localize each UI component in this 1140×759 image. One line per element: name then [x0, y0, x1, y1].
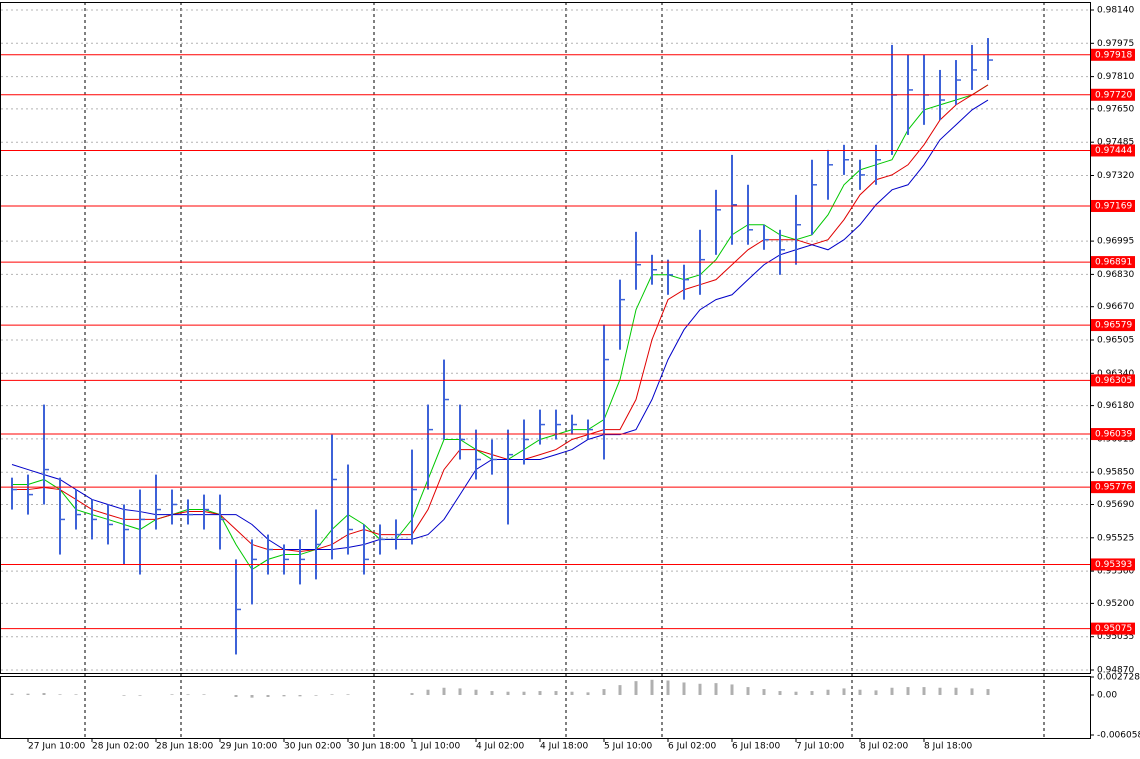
y-tick-label: 0.95850 [1097, 468, 1134, 478]
x-tick-label: 8 Jul 02:00 [860, 742, 909, 752]
y-tick-label: 0.95525 [1097, 533, 1134, 543]
y-tick-label: 0.96670 [1097, 302, 1134, 312]
x-tick-label: 4 Jul 18:00 [540, 742, 589, 752]
y-tick-label: 0.97320 [1097, 171, 1134, 181]
level-label: 0.96039 [1095, 430, 1132, 440]
level-label-box [1091, 428, 1135, 441]
y-tick-label: 0.95200 [1097, 599, 1134, 609]
x-tick-label: 1 Jul 10:00 [412, 742, 461, 752]
y-tick-label: 0.96995 [1097, 237, 1134, 247]
price-panel-frame [0, 2, 1091, 674]
x-tick-label: 30 Jun 02:00 [284, 742, 341, 752]
indicator-panel-frame [0, 676, 1091, 739]
level-label: 0.96305 [1095, 376, 1132, 386]
y-tick-label: 0.97650 [1097, 104, 1134, 114]
x-tick-label: 27 Jun 10:00 [28, 742, 85, 752]
x-tick-label: 5 Jul 10:00 [604, 742, 653, 752]
y-tick-label: 0.96830 [1097, 270, 1134, 280]
y-tick-label: 0.97810 [1097, 72, 1134, 82]
level-label-box [1091, 374, 1135, 387]
y-tick-label: 0.96505 [1097, 336, 1134, 346]
y-tick-label: -0.006058 [1097, 731, 1140, 741]
level-label-box [1091, 144, 1135, 157]
x-tick-label: 4 Jul 02:00 [476, 742, 525, 752]
y-tick-label: 0.97485 [1097, 138, 1134, 148]
y-tick-label: 0.95690 [1097, 500, 1134, 510]
y-tick-label: 0.96340 [1097, 369, 1134, 379]
level-label-box [1091, 558, 1135, 571]
y-tick-label: 0.95360 [1097, 567, 1134, 577]
level-label: 0.95393 [1095, 560, 1132, 570]
y-tick-label: 0.002728 [1097, 673, 1140, 683]
level-label-box [1091, 256, 1135, 269]
x-tick-label: 28 Jun 18:00 [156, 742, 213, 752]
level-label-box [1091, 199, 1135, 212]
y-tick-label: 0.94870 [1097, 666, 1134, 676]
x-tick-label: 30 Jun 18:00 [348, 742, 405, 752]
x-tick-label: 6 Jul 18:00 [732, 742, 781, 752]
y-tick-label: 0.97975 [1097, 39, 1134, 49]
moving-average [11, 99, 989, 551]
moving-average [12, 84, 989, 553]
day-separators [84, 2, 1045, 738]
level-label-box [1091, 88, 1135, 101]
level-label: 0.96891 [1095, 258, 1132, 268]
y-tick-label: 0.95035 [1097, 632, 1134, 642]
level-label-box [1091, 481, 1135, 494]
level-label-box [1091, 622, 1135, 635]
level-label-box [1091, 48, 1135, 61]
level-label: 0.97444 [1095, 146, 1132, 156]
x-tick-label: 29 Jun 10:00 [220, 742, 277, 752]
level-label: 0.96579 [1095, 321, 1132, 331]
x-tick-label: 7 Jul 10:00 [796, 742, 845, 752]
level-label: 0.95075 [1095, 624, 1132, 634]
level-label: 0.97720 [1095, 90, 1132, 100]
y-tick-label: 0.00 [1097, 691, 1117, 701]
y-tick-label: 0.96180 [1097, 401, 1134, 411]
level-label: 0.97169 [1095, 201, 1132, 211]
level-label-box [1091, 319, 1135, 332]
level-label: 0.97918 [1095, 50, 1132, 60]
x-tick-label: 8 Jul 18:00 [924, 742, 973, 752]
y-tick-label: 0.98140 [1097, 6, 1134, 16]
x-tick-label: 28 Jun 02:00 [92, 742, 149, 752]
x-tick-label: 6 Jul 02:00 [668, 742, 717, 752]
level-label: 0.95776 [1095, 483, 1132, 493]
